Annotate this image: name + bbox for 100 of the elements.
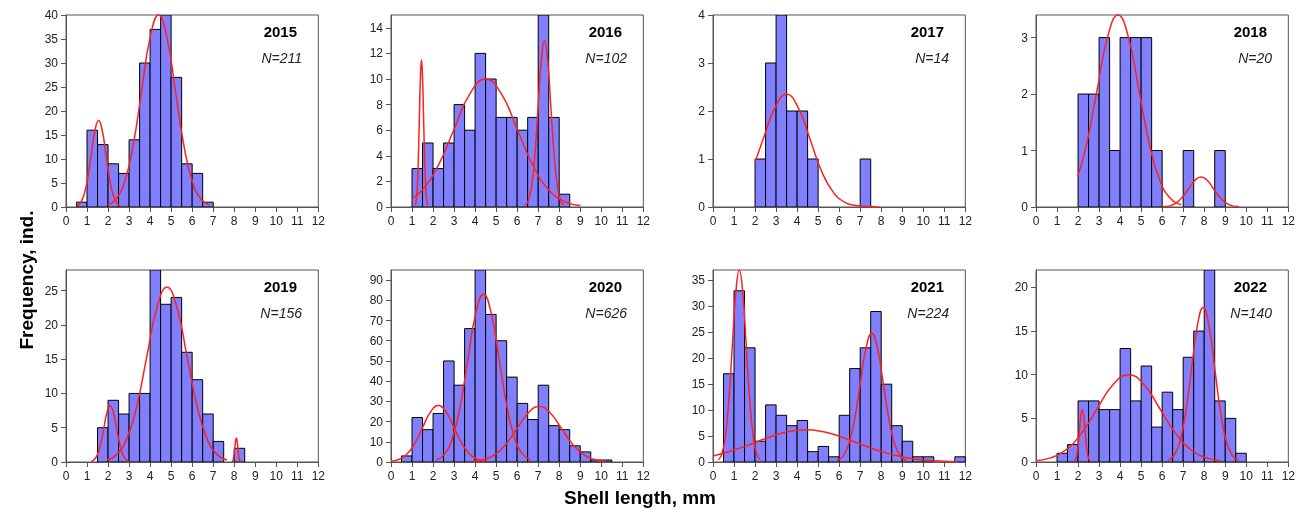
x-tick-label: 9 bbox=[1221, 214, 1229, 228]
x-tick-label: 7 bbox=[534, 214, 542, 228]
x-tick-label: 0 bbox=[1032, 469, 1040, 483]
x-tick-label: 9 bbox=[251, 469, 259, 483]
y-tick-label: 10 bbox=[691, 403, 706, 418]
x-tick-label: 4 bbox=[793, 214, 801, 228]
x-tick-label: 1 bbox=[1053, 469, 1061, 483]
x-tick-label: 10 bbox=[594, 469, 609, 483]
x-tick-label: 0 bbox=[62, 469, 70, 483]
x-tick-label: 8 bbox=[877, 469, 885, 483]
y-tick-label: 14 bbox=[369, 20, 384, 35]
x-tick-label: 11 bbox=[291, 214, 304, 228]
x-tick-label: 12 bbox=[311, 214, 326, 228]
y-axis-title: Frequency, ind. bbox=[16, 209, 38, 352]
annotation: N=20 bbox=[1238, 50, 1273, 66]
x-tick-label: 2 bbox=[751, 469, 759, 483]
x-tick-label: 7 bbox=[209, 469, 217, 483]
x-tick-label: 0 bbox=[62, 214, 70, 228]
y-tick-label: 50 bbox=[369, 353, 384, 368]
text: 2016 bbox=[588, 23, 623, 40]
x-tick-label: 1 bbox=[83, 469, 91, 483]
y-tick-label: 0 bbox=[1021, 455, 1029, 469]
x-tick-label: 5 bbox=[1137, 469, 1145, 483]
x-tick-label: 11 bbox=[938, 214, 951, 228]
x-tick-label: 2 bbox=[1074, 469, 1082, 483]
x-tick-label: 6 bbox=[188, 214, 196, 228]
x-tick-label: 11 bbox=[938, 469, 951, 483]
x-tick-label: 2 bbox=[429, 214, 437, 228]
y-tick-label: 0 bbox=[51, 200, 59, 214]
y-tick-label: 40 bbox=[44, 8, 59, 22]
text: 2017 bbox=[910, 23, 945, 40]
y-tick-label: 25 bbox=[44, 80, 59, 94]
y-tick-label: 90 bbox=[369, 273, 384, 288]
x-tick-label: 2 bbox=[429, 469, 437, 483]
x-tick-label: 7 bbox=[209, 214, 217, 228]
y-tick-label: 5 bbox=[1021, 411, 1029, 426]
x-tick-label: 10 bbox=[594, 214, 609, 228]
x-tick-label: 10 bbox=[1239, 469, 1254, 483]
x-tick-label: 2 bbox=[1074, 214, 1082, 228]
y-tick-label: 10 bbox=[44, 152, 59, 166]
x-tick-label: 8 bbox=[1200, 469, 1208, 483]
x-tick-label: 1 bbox=[730, 469, 738, 483]
y-tick-label: 2 bbox=[698, 104, 706, 118]
y-tick-label: 0 bbox=[51, 455, 59, 469]
x-tick-label: 7 bbox=[856, 214, 864, 228]
x-tick-label: 9 bbox=[576, 469, 584, 483]
x-tick-label: 10 bbox=[916, 469, 931, 483]
x-tick-label: 4 bbox=[1116, 469, 1124, 483]
x-tick-label: 4 bbox=[146, 214, 154, 228]
x-tick-label: 2 bbox=[751, 214, 759, 228]
x-tick-label: 5 bbox=[167, 469, 175, 483]
x-tick-label: 3 bbox=[772, 469, 780, 483]
x-tick-label: 7 bbox=[856, 469, 864, 483]
x-tick-label: 6 bbox=[835, 469, 843, 483]
y-tick-label: 25 bbox=[44, 283, 59, 298]
text: 2019 bbox=[263, 278, 298, 295]
x-tick-label: 9 bbox=[576, 214, 584, 228]
text: 2018 bbox=[1233, 23, 1268, 40]
x-tick-label: 11 bbox=[291, 469, 304, 483]
y-tick-label: 5 bbox=[698, 429, 706, 444]
y-tick-label: 0 bbox=[376, 455, 384, 469]
x-tick-label: 5 bbox=[167, 214, 175, 228]
x-tick-label: 12 bbox=[636, 214, 651, 228]
x-tick-label: 1 bbox=[83, 214, 91, 228]
y-tick-label: 15 bbox=[44, 128, 59, 142]
x-tick-label: 8 bbox=[555, 469, 563, 483]
y-tick-label: 6 bbox=[376, 123, 384, 138]
x-tick-label: 6 bbox=[1158, 469, 1166, 483]
x-tick-label: 0 bbox=[387, 214, 395, 228]
y-tick-label: 5 bbox=[51, 176, 59, 190]
x-tick-label: 10 bbox=[916, 214, 931, 228]
x-tick-label: 3 bbox=[1095, 214, 1103, 228]
x-tick-label: 10 bbox=[1239, 214, 1254, 228]
x-tick-label: 6 bbox=[835, 214, 843, 228]
x-tick-label: 7 bbox=[1179, 469, 1187, 483]
x-tick-label: 3 bbox=[450, 214, 458, 228]
annotation: N=626 bbox=[585, 305, 628, 321]
text: 2015 bbox=[263, 23, 298, 40]
x-tick-label: 11 bbox=[1261, 214, 1274, 228]
x-tick-label: 7 bbox=[1179, 214, 1187, 228]
x-tick-label: 5 bbox=[492, 214, 500, 228]
y-tick-label: 8 bbox=[376, 97, 384, 112]
x-tick-label: 6 bbox=[513, 469, 521, 483]
y-tick-label: 30 bbox=[44, 56, 59, 70]
y-tick-label: 20 bbox=[691, 351, 706, 366]
y-tick-label: 60 bbox=[369, 333, 384, 348]
x-tick-label: 3 bbox=[450, 469, 458, 483]
y-tick-label: 15 bbox=[691, 377, 706, 392]
y-tick-label: 10 bbox=[44, 386, 59, 401]
x-tick-label: 1 bbox=[730, 214, 738, 228]
annotation: N=211 bbox=[261, 50, 302, 66]
x-tick-label: 4 bbox=[793, 469, 801, 483]
x-tick-label: 12 bbox=[636, 469, 651, 483]
x-tick-label: 4 bbox=[146, 469, 154, 483]
y-tick-label: 3 bbox=[698, 56, 706, 70]
x-tick-label: 12 bbox=[958, 214, 973, 228]
x-tick-label: 10 bbox=[269, 469, 284, 483]
x-tick-label: 5 bbox=[492, 469, 500, 483]
x-tick-label: 9 bbox=[251, 214, 259, 228]
x-axis-title: Shell length, mm bbox=[563, 487, 717, 509]
